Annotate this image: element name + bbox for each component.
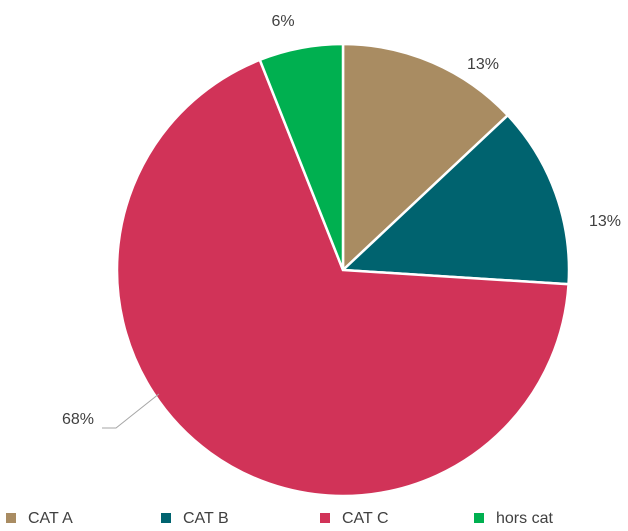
data-label: 13%: [589, 213, 621, 230]
data-label: 6%: [271, 13, 294, 30]
legend-label: CAT B: [183, 510, 229, 527]
pie-slice: [340, 113, 571, 286]
legend-label: CAT C: [342, 510, 389, 527]
data-label: 68%: [62, 411, 94, 428]
leader-line: [102, 393, 160, 429]
data-label: 13%: [467, 56, 499, 73]
legend-swatch: [320, 513, 330, 523]
legend: CAT A CAT B CAT C hors cat: [6, 510, 553, 527]
legend-swatch: [161, 513, 171, 523]
legend-label: CAT A: [28, 510, 73, 527]
pie-slice: [341, 42, 510, 273]
data-labels: 13% 13% 68% 6%: [62, 13, 621, 429]
pie-slice: [258, 42, 345, 271]
legend-label: hors cat: [496, 510, 553, 527]
pie-slice: [115, 58, 570, 498]
legend-swatch: [474, 513, 484, 523]
pie: [115, 42, 571, 498]
legend-swatch: [6, 513, 16, 523]
